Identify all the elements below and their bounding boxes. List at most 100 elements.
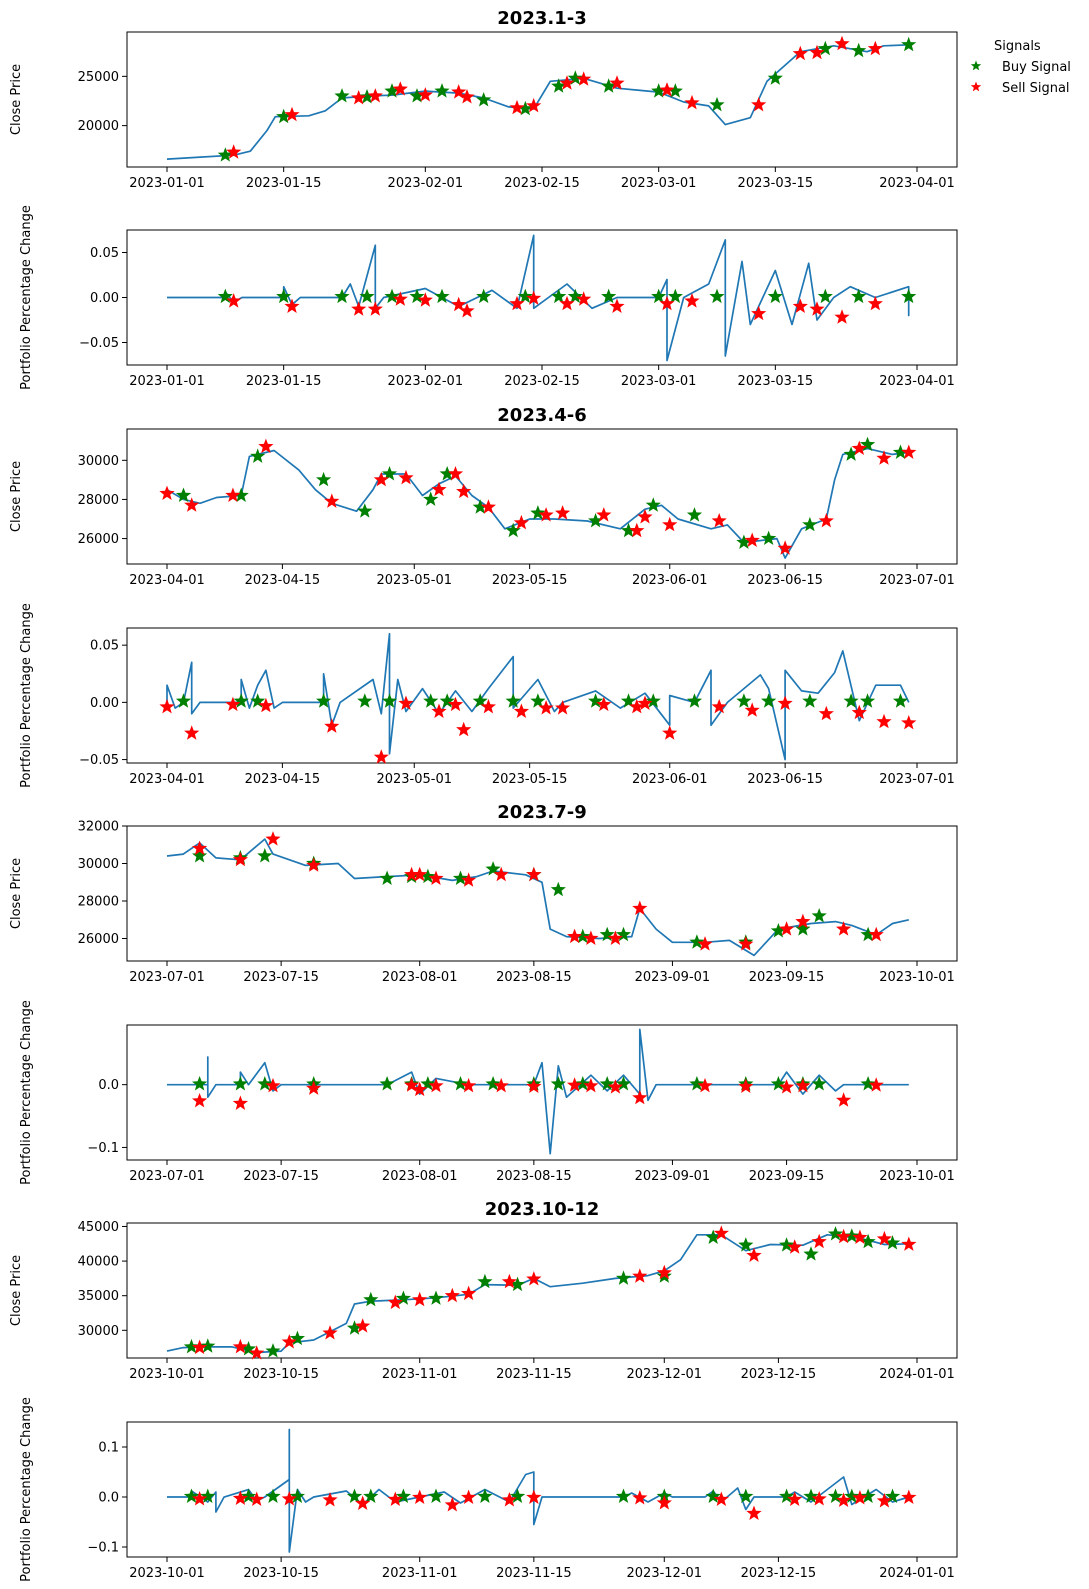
sell-signal-marker [184,497,200,512]
buy-signal-marker [736,534,752,549]
x-tick-label: 2023-01-15 [246,374,322,389]
x-tick-label: 2023-10-01 [879,1169,955,1184]
buy-signal-marker [289,1488,305,1503]
subplot-2: Portfolio Percentage Change 0.05 0.00 −0.05… [19,205,958,390]
buy-signal-marker [316,471,332,487]
buy-signal-marker [265,1488,281,1503]
sell-signal-marker [818,705,834,721]
sell-signal-marker [493,1077,509,1093]
x-tick-label: 2023-10-01 [129,1367,205,1382]
sell-signal-marker [711,513,727,528]
x-tick-label: 2023-07-01 [129,1169,205,1184]
sell-signal-marker [852,1490,868,1505]
buy-signal-marker [240,1341,257,1356]
buy-signal-marker [667,288,683,304]
x-tick-label: 2023-12-01 [627,1367,703,1382]
sell-signal-marker [306,1080,322,1095]
x-tick-label: 2023-08-01 [382,1169,458,1184]
sell-signal-marker [480,499,496,514]
y-tick-label: 32000 [78,820,119,835]
sell-signal-marker [324,718,340,733]
sell-signal-marker [836,1492,852,1507]
sell-signal-marker [656,1495,672,1510]
buy-signal-marker [472,499,488,514]
buy-signal-marker [817,40,833,56]
sell-signal-marker [284,106,300,122]
sell-signal-marker [787,1491,803,1506]
buy-signal-marker [567,288,583,304]
x-tick-label: 2023-03-15 [738,374,814,389]
sell-signal-marker [226,293,242,308]
axes-frame [126,1421,958,1558]
buy-signal-marker [667,83,683,98]
y-tick-label: 0.0 [98,1078,119,1093]
buy-signal-marker [428,1488,444,1503]
sell-signal-marker [284,298,300,313]
sell-signal-marker [526,1489,542,1504]
sell-signal-marker [738,936,754,951]
buy-signal-marker [505,693,521,708]
buy-signal-marker [709,96,725,112]
buy-signal-marker [379,1076,395,1091]
sell-signal-marker [607,930,623,945]
sell-signal-marker [867,295,883,311]
x-tick-label: 2023-05-15 [492,772,568,787]
sell-signal-marker [818,513,834,528]
sell-signal-marker [451,84,467,99]
buy-signal-marker [615,1076,632,1091]
buy-signal-marker [485,861,501,876]
sell-signal-marker [609,75,625,90]
buy-signal-marker [420,868,436,884]
sell-signal-marker [249,1345,265,1360]
buy-signal-marker [615,1488,632,1503]
buy-signal-marker [359,288,375,304]
sell-signal-marker [324,493,340,508]
sell-signal-marker [779,921,795,936]
sell-signal-marker [249,1491,265,1506]
buy-signal-marker [767,288,783,304]
sell-signal-marker [746,1505,762,1520]
buy-signal-marker [434,83,450,98]
buy-signal-marker [452,870,469,885]
sell-signal-marker [404,1077,420,1092]
sell-signal-marker [876,1493,892,1508]
sell-signal-marker [509,99,525,115]
x-tick-label: 2023-07-15 [243,970,319,985]
buy-signal-marker [761,530,777,545]
sell-signal-marker [744,702,760,717]
x-tick-label: 2023-06-01 [632,772,708,787]
buy-signal-marker [316,693,332,708]
subplot-5: 2023.7-9 Close Price 26000 28000 30000 32000 2… [9,802,958,985]
buy-signal-marker [615,1270,632,1285]
sell-signal-marker [192,1339,208,1355]
y-axis-label: Close Price [9,64,24,135]
x-tick-label: 2023-01-15 [246,176,322,191]
buy-signal-marker [817,288,833,304]
sell-signal-marker [412,1291,428,1307]
buy-signal-marker [686,507,703,522]
buy-signal-marker [645,693,661,708]
buy-signal-marker [901,36,917,52]
buy-signal-marker [200,1338,216,1353]
sell-signal-marker [226,144,242,159]
sell-signal-marker [868,926,884,942]
x-tick-label: 2024-01-01 [879,1566,955,1581]
buy-signal-marker [428,1290,444,1305]
sell-signal-marker [192,1093,208,1108]
subplot-8: Portfolio Percentage Change 0.1 0.0 −0.1 202… [19,1397,958,1582]
buy-signal-marker [844,1228,860,1243]
sell-signal-marker [461,1489,477,1504]
sell-signal-marker [538,507,554,522]
buy-signal-marker [844,1488,860,1503]
x-tick-label: 2023-12-15 [741,1367,817,1382]
buy-signal-marker [485,1076,501,1091]
sell-signal-marker [795,913,811,929]
buy-signal-marker [761,693,777,708]
buy-signal-marker [232,1076,248,1091]
buy-signal-marker [901,288,917,304]
y-tick-label: 0.05 [90,639,119,654]
sell-signal-marker [559,75,575,90]
x-tick-label: 2023-07-01 [129,970,205,985]
buy-signal-marker [851,42,867,58]
